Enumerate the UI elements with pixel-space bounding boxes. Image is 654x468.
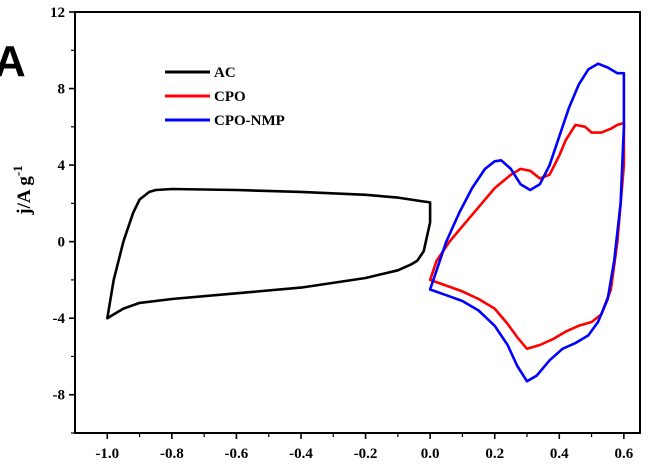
x-tick-label: -0.6 — [225, 446, 249, 462]
series-line-ac — [106, 187, 432, 320]
legend-label-cpo: CPO — [214, 89, 246, 105]
y-tick-label: 0 — [58, 235, 66, 251]
series-line-cpo-nmp — [428, 62, 626, 383]
y-tick-label: 12 — [50, 5, 65, 21]
x-tick-label: -0.2 — [354, 446, 378, 462]
plot-frame — [74, 11, 641, 434]
x-tick-label: -1.0 — [95, 446, 119, 462]
x-tick-label: 0.0 — [421, 446, 440, 462]
legend-label-cpo-nmp: CPO-NMP — [214, 113, 285, 129]
series-line-cpo — [428, 121, 626, 351]
y-tick-label: 4 — [58, 158, 66, 174]
y-tick-label: 8 — [58, 82, 66, 98]
x-tick-label: 0.4 — [550, 446, 569, 462]
x-tick-label: 0.6 — [614, 446, 633, 462]
y-tick-label: -4 — [53, 311, 66, 327]
panel-label: A — [0, 37, 26, 86]
x-tick-label: 0.2 — [485, 446, 504, 462]
y-axis-label: j/A g-1 — [10, 165, 35, 215]
y-axis-label-main: j/A g — [14, 176, 35, 216]
y-axis-label-sup: -1 — [10, 165, 25, 176]
x-tick-label: -0.8 — [160, 446, 184, 462]
y-tick-label: -8 — [53, 388, 66, 404]
x-tick-label: -0.4 — [289, 446, 313, 462]
legend-label-ac: AC — [214, 65, 236, 81]
